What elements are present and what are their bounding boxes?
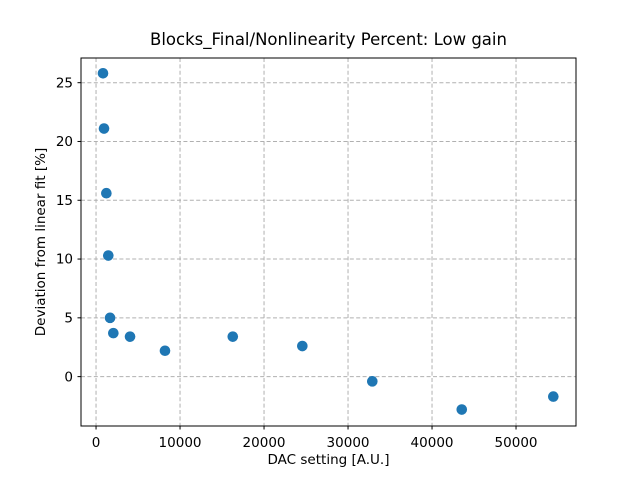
chart-title: Blocks_Final/Nonlinearity Percent: Low g… — [150, 30, 507, 49]
data-point — [98, 123, 110, 134]
x-tick-label: 10000 — [159, 435, 202, 451]
data-point — [108, 327, 119, 339]
data-point — [159, 345, 171, 357]
x-tick-label: 20000 — [243, 435, 286, 451]
x-tick-label: 40000 — [411, 435, 454, 451]
y-tick-label: 25 — [56, 75, 73, 91]
y-axis-label: Deviation from linear fit [%] — [33, 147, 49, 337]
y-tick-label: 20 — [56, 134, 73, 150]
data-point — [456, 404, 468, 415]
y-tick-label: 15 — [56, 193, 73, 209]
x-tick-label: 50000 — [495, 435, 538, 451]
x-tick-label: 30000 — [327, 435, 370, 451]
x-tick-label: 0 — [92, 435, 101, 451]
data-point — [104, 312, 116, 324]
data-point — [548, 391, 559, 402]
y-tick-label: 10 — [56, 252, 73, 268]
data-point — [124, 331, 136, 342]
x-axis-label: DAC setting [A.U.] — [267, 452, 390, 468]
y-tick-label: 0 — [64, 369, 73, 385]
axes-frame — [80, 57, 577, 427]
data-point — [297, 340, 308, 352]
data-point — [367, 376, 378, 387]
data-point — [227, 331, 239, 342]
data-point — [101, 187, 112, 199]
data-point — [102, 250, 114, 261]
data-point — [97, 67, 109, 79]
y-tick-label: 5 — [64, 311, 73, 327]
